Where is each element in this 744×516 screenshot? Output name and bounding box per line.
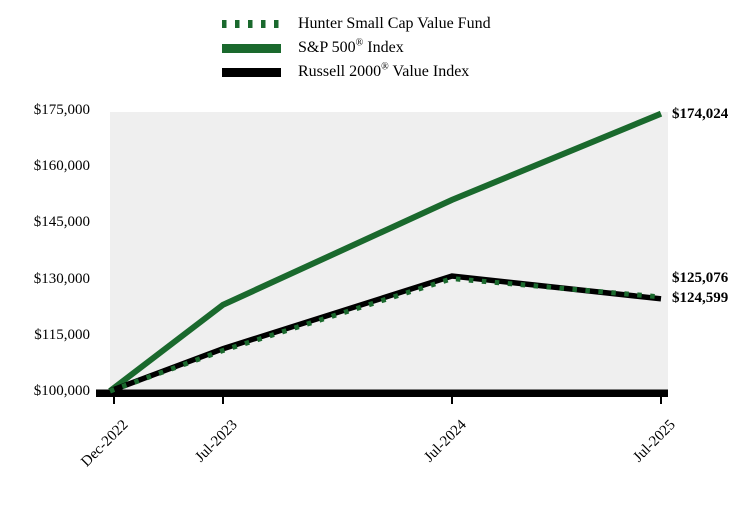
solid-line-swatch-icon	[222, 67, 281, 77]
series-end-value-label: $124,599	[672, 290, 729, 306]
y-tick-label: $160,000	[33, 158, 90, 175]
y-tick-label: $115,000	[34, 326, 90, 343]
legend-label: Hunter Small Cap Value Fund	[298, 15, 491, 32]
series-end-value-label: $125,076	[672, 270, 729, 286]
solid-line-swatch-icon	[222, 43, 281, 53]
legend-item-hunter-fund: Hunter Small Cap Value Fund	[222, 15, 491, 33]
legend-label: S&P 500® Index	[298, 37, 404, 56]
plot-background	[110, 112, 668, 397]
legend-item-sp500-index: S&P 500® Index	[222, 37, 404, 57]
x-axis-line	[96, 389, 668, 397]
x-axis-tick	[660, 397, 662, 404]
legend-item-russell2000-index: Russell 2000® Value Index	[222, 61, 470, 81]
y-tick-label: $145,000	[33, 214, 90, 231]
y-tick-label: $130,000	[33, 270, 90, 287]
x-axis-tick	[113, 397, 115, 404]
dotted-line-swatch-icon	[222, 20, 281, 28]
series-line-sp500	[108, 110, 663, 394]
series-end-value-label: $174,024	[672, 106, 729, 122]
x-axis-tick	[451, 397, 453, 404]
legend-label: Russell 2000® Value Index	[298, 61, 470, 80]
y-tick-label: $100,000	[33, 383, 90, 399]
y-tick-label: $175,000	[33, 102, 90, 118]
series-line-russell2000	[109, 273, 662, 394]
x-axis-tick	[222, 397, 224, 404]
